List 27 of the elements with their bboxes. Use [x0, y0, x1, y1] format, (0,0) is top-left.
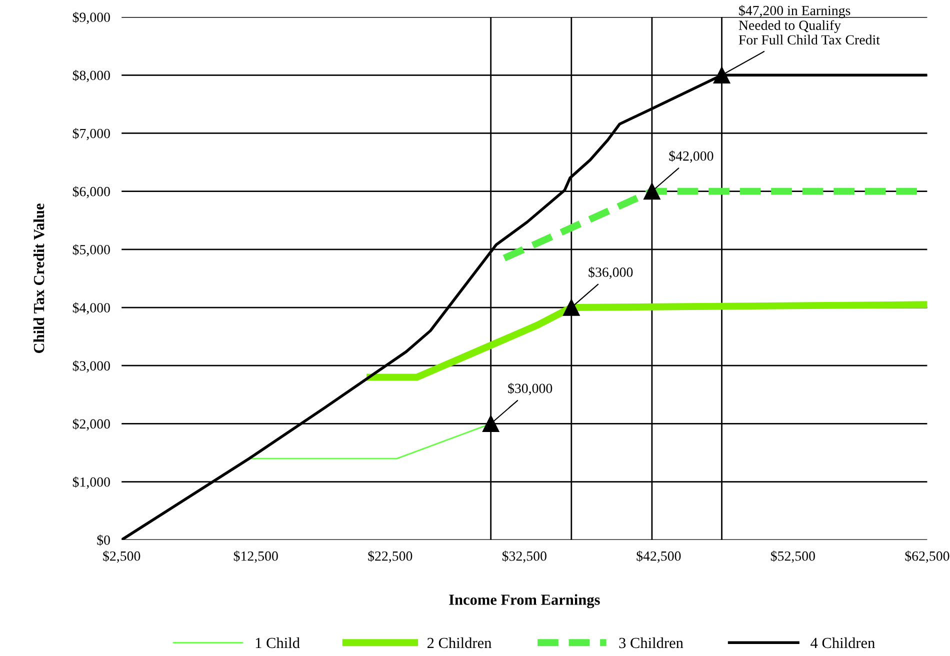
- y-tick-label: $0: [97, 534, 110, 546]
- y-tick-label: $6,000: [72, 186, 110, 198]
- x-tick-label: $32,500: [502, 550, 546, 563]
- x-tick-label: $12,500: [234, 550, 278, 563]
- annotation: $47,200 in Earnings Needed to Qualify For Full Child Tax Credit: [738, 5, 880, 45]
- y-axis-title: Child Tax Credit Value: [33, 204, 44, 353]
- legend-label: 1 Child: [256, 637, 300, 648]
- legend-label: 2 Children: [427, 637, 492, 648]
- y-tick-label: $4,000: [72, 302, 110, 314]
- annotation: $36,000: [588, 266, 633, 279]
- legend-label: 4 Children: [810, 637, 875, 648]
- y-tick-label: $3,000: [72, 360, 110, 373]
- x-tick-label: $42,500: [636, 550, 681, 563]
- x-tick-label: $2,500: [103, 550, 140, 563]
- x-axis-title: Income From Earnings: [449, 594, 600, 608]
- y-tick-label: $5,000: [72, 244, 110, 256]
- y-tick-label: $8,000: [72, 70, 110, 82]
- annotation: $30,000: [508, 382, 552, 396]
- legend-label: 3 Children: [619, 637, 684, 648]
- x-tick-label: $52,500: [770, 550, 815, 563]
- y-tick-label: $2,000: [72, 418, 110, 431]
- x-tick-label: $62,500: [905, 550, 950, 563]
- y-tick-label: $7,000: [72, 128, 110, 140]
- y-tick-label: $1,000: [72, 476, 110, 489]
- y-tick-label: $9,000: [72, 12, 110, 24]
- annotation: $42,000: [669, 150, 714, 163]
- x-tick-label: $22,500: [368, 550, 412, 563]
